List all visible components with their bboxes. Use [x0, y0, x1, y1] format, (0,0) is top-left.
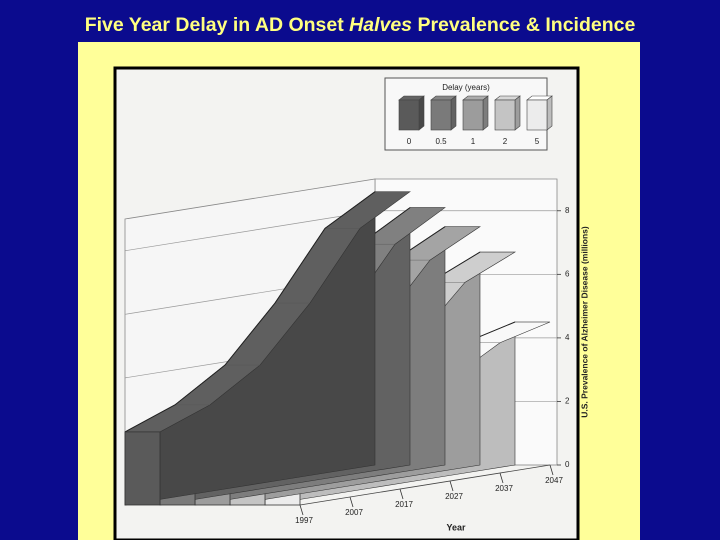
series-line — [124, 191, 376, 433]
y-tick-label: 0 — [565, 460, 570, 469]
ribbon-front — [124, 431, 161, 506]
x-tick — [349, 496, 354, 508]
title-part: Prevalence & Incidence — [412, 14, 636, 36]
x-tick — [449, 480, 454, 492]
x-axis — [299, 464, 551, 506]
y-tick-label: 6 — [565, 269, 570, 278]
legend-cube-side — [546, 95, 553, 131]
x-tick-label: 2007 — [345, 508, 363, 517]
legend-swatch — [430, 99, 452, 131]
legend-label: 1 — [471, 137, 476, 146]
y-tick-label: 2 — [565, 397, 570, 406]
y-tick-label: 8 — [565, 206, 570, 215]
title-part: Halves — [349, 14, 413, 36]
legend-label: 0.5 — [435, 137, 447, 146]
legend-label: 5 — [535, 137, 540, 146]
x-tick — [299, 504, 304, 516]
grid-line — [124, 210, 376, 252]
legend-swatch — [526, 99, 548, 131]
title-part: Five Year Delay in AD Onset — [84, 14, 350, 36]
legend-label: 2 — [503, 137, 508, 146]
legend-cube-side — [514, 95, 521, 131]
x-tick-label: 2017 — [395, 500, 413, 509]
y-tick-label: 4 — [565, 333, 570, 342]
legend-cube-side — [450, 95, 457, 131]
legend-swatch — [462, 99, 484, 131]
x-tick-label: 1997 — [295, 516, 313, 525]
x-axis-label: Year — [446, 522, 466, 532]
legend-cube-side — [418, 95, 425, 131]
y-axis-label: U.S. Prevalence of Alzheimer Disease (mi… — [579, 226, 589, 418]
legend-title: Delay (years) — [442, 83, 490, 92]
slide-title: Five Year Delay in AD Onset Halves Preva… — [0, 14, 720, 37]
x-tick-label: 2037 — [495, 484, 513, 493]
x-tick — [549, 464, 554, 476]
x-tick-label: 2047 — [545, 476, 563, 485]
legend-swatch — [494, 99, 516, 131]
legend-label: 0 — [407, 137, 412, 146]
legend-swatch — [398, 99, 420, 131]
x-tick-label: 2027 — [445, 492, 463, 501]
legend-cube-side — [482, 95, 489, 131]
x-tick — [399, 488, 404, 500]
x-tick — [499, 472, 504, 484]
